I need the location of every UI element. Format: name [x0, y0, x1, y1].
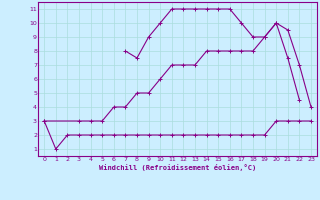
X-axis label: Windchill (Refroidissement éolien,°C): Windchill (Refroidissement éolien,°C) [99, 164, 256, 171]
